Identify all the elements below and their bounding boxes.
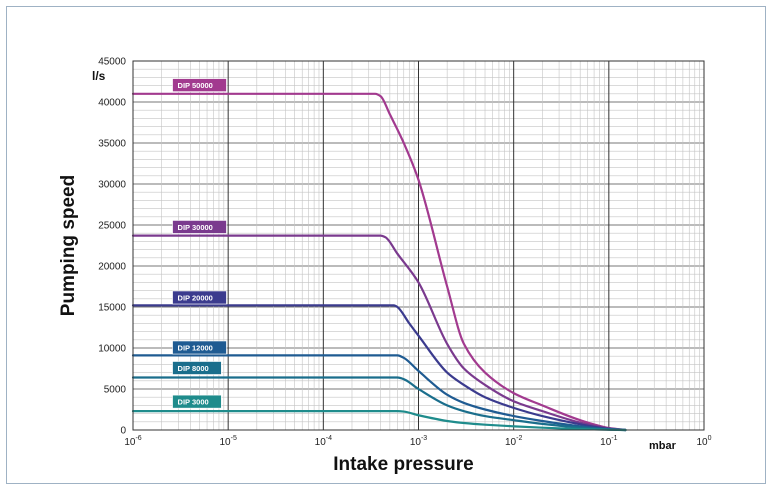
series-label-dip-50000: DIP 50000 xyxy=(172,78,227,92)
series-layer xyxy=(131,92,627,432)
x-tick-base: 10 xyxy=(600,437,612,448)
series-label-dip-12000: DIP 12000 xyxy=(172,340,227,355)
series-label-text: DIP 30000 xyxy=(178,223,213,232)
x-tick-label: 10-6 xyxy=(124,435,141,448)
series-label-text: DIP 20000 xyxy=(178,294,213,303)
series-label-text: DIP 8000 xyxy=(178,364,209,373)
x-tick-label: 10-4 xyxy=(315,435,332,448)
series-label-text: DIP 3000 xyxy=(178,398,209,407)
series-labels: DIP 50000 DIP 30000 DIP 20000 DIP 12000 DIP … xyxy=(172,78,227,409)
series-label-box xyxy=(172,340,227,355)
y-tick-label: 15000 xyxy=(98,303,126,314)
series-label-dip-30000: DIP 30000 xyxy=(172,220,227,234)
x-tick-base: 10 xyxy=(219,437,231,448)
x-tick-exponent: -6 xyxy=(135,435,141,442)
series-label-box xyxy=(172,290,227,305)
x-tick-label: 10-3 xyxy=(410,435,427,448)
y-tick-labels: 0 5000 10000 15000 20000 25000 30000 35000 40000… xyxy=(98,57,126,437)
series-line-dip-8000 xyxy=(131,376,627,432)
series-line-dip-3000 xyxy=(131,410,627,432)
x-tick-label: 10-2 xyxy=(505,435,522,448)
x-tick-exponent: -2 xyxy=(516,435,522,442)
series-line-dip-30000 xyxy=(131,234,627,432)
x-tick-base: 10 xyxy=(410,437,422,448)
y-axis-title: Pumping speed xyxy=(58,175,79,316)
x-tick-base: 10 xyxy=(505,437,517,448)
x-tick-base: 10 xyxy=(696,437,708,448)
y-tick-label: 10000 xyxy=(98,344,126,355)
x-tick-label: 10-1 xyxy=(600,435,617,448)
series-label-text: DIP 12000 xyxy=(178,344,213,353)
series-label-dip-3000: DIP 3000 xyxy=(172,394,222,409)
x-tick-exponent: -3 xyxy=(421,435,427,442)
series-label-box xyxy=(172,78,227,92)
y-tick-label: 25000 xyxy=(98,221,126,232)
x-tick-labels: 10-6 10-5 10-4 10-3 10-2 10-1 100 xyxy=(124,435,711,448)
y-tick-label: 35000 xyxy=(98,139,126,150)
y-tick-label: 0 xyxy=(120,426,126,437)
x-tick-label: 100 xyxy=(696,435,711,448)
y-tick-label: 5000 xyxy=(104,385,127,396)
x-tick-base: 10 xyxy=(124,437,136,448)
x-tick-exponent: -5 xyxy=(231,435,237,442)
chart-frame xyxy=(6,6,766,484)
x-tick-label: 10-5 xyxy=(219,435,236,448)
series-label-box xyxy=(172,361,222,375)
y-tick-label: 20000 xyxy=(98,262,126,273)
series-label-text: DIP 50000 xyxy=(178,81,213,90)
series-label-dip-8000: DIP 8000 xyxy=(172,361,222,375)
series-label-box xyxy=(172,220,227,234)
x-axis-title: Intake pressure xyxy=(333,454,473,475)
series-label-box xyxy=(172,394,222,409)
x-tick-base: 10 xyxy=(315,437,327,448)
series-line-dip-50000 xyxy=(131,92,627,432)
x-unit-label: mbar xyxy=(649,440,677,452)
series-label-dip-20000: DIP 20000 xyxy=(172,290,227,305)
y-tick-label: 45000 xyxy=(98,57,126,68)
x-tick-exponent: -1 xyxy=(611,435,617,442)
y-tick-label: 40000 xyxy=(98,98,126,109)
series-line-dip-20000 xyxy=(131,304,627,432)
y-unit-label: l/s xyxy=(92,69,106,83)
x-tick-exponent: -4 xyxy=(326,435,332,442)
plot-border xyxy=(132,60,705,431)
series-line-dip-12000 xyxy=(131,354,627,432)
y-tick-label: 30000 xyxy=(98,180,126,191)
x-tick-exponent: 0 xyxy=(708,435,712,442)
